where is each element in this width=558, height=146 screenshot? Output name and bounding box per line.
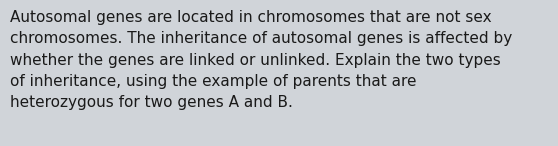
Text: Autosomal genes are located in chromosomes that are not sex
chromosomes. The inh: Autosomal genes are located in chromosom… xyxy=(10,10,512,110)
